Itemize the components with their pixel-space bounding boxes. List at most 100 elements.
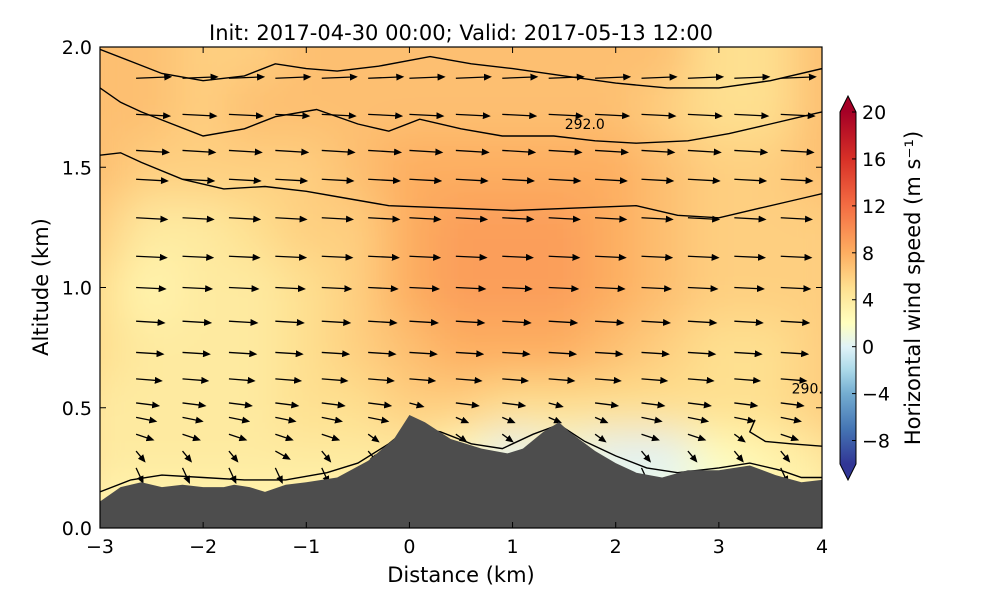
x-tick-label: 0 (403, 536, 415, 558)
wind-vector (368, 416, 390, 424)
wind-vector (548, 350, 578, 358)
wind-vector (595, 285, 626, 293)
wind-vector (734, 376, 762, 384)
field-cell (639, 195, 696, 260)
field-cell (226, 75, 283, 140)
wind-vector (228, 73, 266, 81)
wind-vector (780, 401, 805, 409)
wind-vector (548, 215, 581, 223)
field-cell (742, 315, 799, 380)
wind-vector (641, 148, 676, 156)
wind-vector (501, 416, 516, 424)
field-cell (794, 195, 822, 260)
wind-vector (136, 73, 173, 81)
field-cell (278, 195, 335, 260)
wind-vector (135, 416, 158, 424)
wind-vector (687, 376, 715, 384)
wind-vector (734, 177, 768, 185)
plot-area: 292.0 290.0 (100, 47, 822, 528)
wind-vector (548, 416, 563, 424)
field-cell (330, 135, 386, 200)
wind-vector (321, 177, 355, 185)
x-tick-label: −2 (189, 536, 217, 558)
wind-vector (594, 416, 609, 424)
wind-vector (136, 376, 163, 384)
wind-vector (780, 253, 813, 261)
wind-vector (228, 215, 262, 223)
wind-vector (733, 450, 744, 463)
wind-vector (455, 350, 485, 358)
field-cell (123, 315, 180, 380)
wind-vector (548, 148, 583, 156)
wind-vector (502, 215, 535, 223)
wind-vector (687, 416, 710, 424)
wind-vector (780, 318, 811, 326)
wind-vector (181, 467, 190, 484)
colorbar-tick-label: 12 (862, 196, 886, 218)
wind-vector (734, 253, 767, 261)
wind-vector (409, 318, 439, 326)
field-cell (742, 195, 799, 260)
field-cell (587, 135, 644, 200)
theta-contour-line (748, 419, 822, 447)
field-cell (226, 375, 283, 434)
colorbar-extend-top (840, 96, 856, 112)
field-cell (175, 375, 231, 434)
wind-vector (274, 467, 283, 484)
y-tick-label: 2.0 (62, 37, 92, 59)
field-cell (587, 195, 644, 260)
wind-vector (733, 433, 746, 443)
wind-vector (321, 73, 358, 81)
wind-vector (548, 376, 576, 384)
colorbar-tick-label: 4 (862, 290, 874, 312)
wind-vector (182, 318, 213, 326)
wind-vector (275, 350, 304, 358)
wind-vector (368, 177, 401, 185)
field-cell (381, 135, 438, 200)
wind-vector (595, 401, 620, 409)
wind-vector (182, 215, 215, 223)
wind-vector (548, 253, 581, 261)
wind-vector (734, 350, 763, 358)
wind-vector (368, 215, 401, 223)
wind-vector (182, 401, 207, 409)
wind-vector (321, 215, 355, 223)
wind-vector (641, 285, 673, 293)
wind-vector (455, 376, 483, 384)
field-cell (536, 255, 592, 320)
wind-vector (321, 318, 352, 326)
wind-vector (734, 401, 759, 409)
colorbar-body (840, 112, 856, 464)
field-cell (278, 315, 335, 380)
wind-vector (780, 376, 808, 384)
wind-vector (275, 112, 311, 120)
wind-vector (595, 215, 628, 223)
x-tick-label: 3 (713, 536, 725, 558)
wind-vector (321, 376, 349, 384)
colorbar-tick-label: 20 (862, 102, 886, 124)
wind-vector (321, 433, 341, 442)
wind-vector (275, 253, 308, 261)
terrain-profile (100, 415, 822, 528)
field-cell (100, 195, 128, 260)
wind-vector (275, 433, 294, 442)
wind-vector (641, 215, 674, 223)
colorbar-ticks: 20 16 12 8 4 0 −4 −8 (852, 102, 890, 453)
x-tick-label: 2 (610, 536, 622, 558)
x-tick-label: −3 (86, 536, 114, 558)
wind-vector (409, 350, 438, 358)
wind-vector (275, 376, 303, 384)
contour-labels: 292.0 290.0 (565, 117, 822, 398)
field-cell (175, 315, 231, 380)
colorbar-tick-label: 8 (862, 243, 874, 265)
field-cell (100, 375, 128, 434)
wind-vector (409, 177, 443, 185)
y-tick-label: 1.0 (62, 278, 92, 300)
field-cell (330, 75, 386, 140)
field-cell (226, 135, 283, 200)
wind-vector (228, 376, 256, 384)
wind-vector (734, 112, 770, 120)
colorbar-outline (839, 94, 857, 482)
wind-vector (136, 112, 172, 120)
wind-vector (502, 177, 536, 185)
